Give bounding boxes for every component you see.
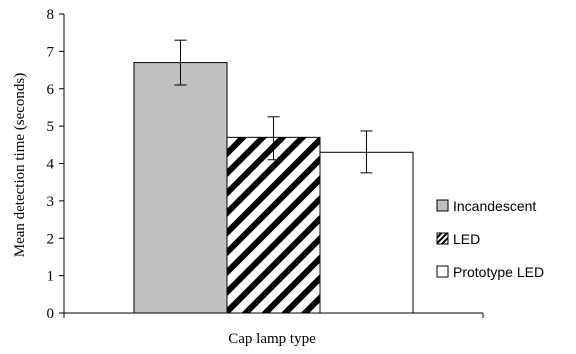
y-tick-label: 7 — [47, 44, 55, 60]
y-tick-label: 6 — [47, 82, 55, 98]
error-bar-prototype-led — [360, 130, 373, 174]
y-axis-label: Mean detection time (seconds) — [12, 73, 28, 258]
legend-swatch — [436, 232, 449, 245]
legend-label: LED — [453, 231, 480, 247]
legend-swatch — [436, 265, 449, 278]
y-ticks-group: 0 1 2 3 4 5 6 7 8 — [47, 7, 484, 322]
legend-label: Prototype LED — [453, 264, 544, 280]
legend: Incandescent LED Prototype LED — [436, 198, 544, 280]
legend-label: Incandescent — [453, 198, 536, 214]
bar-led — [226, 136, 321, 314]
x-axis-label: Cap lamp type — [228, 331, 316, 347]
y-tick-label: 1 — [47, 269, 55, 285]
error-bars-group — [174, 39, 373, 174]
bar-prototype-led — [319, 151, 414, 314]
y-tick-label: 0 — [47, 306, 55, 322]
bars-group — [133, 62, 414, 314]
error-bar-led — [267, 116, 280, 161]
y-tick-label: 4 — [47, 157, 55, 173]
bar-incandescent — [133, 62, 228, 314]
y-tick-label: 5 — [47, 119, 55, 135]
y-tick-label: 2 — [47, 231, 55, 247]
y-tick-label: 3 — [47, 194, 55, 210]
y-tick-label: 8 — [47, 7, 55, 23]
error-bar-incandescent — [174, 39, 187, 86]
legend-swatch — [436, 199, 449, 212]
